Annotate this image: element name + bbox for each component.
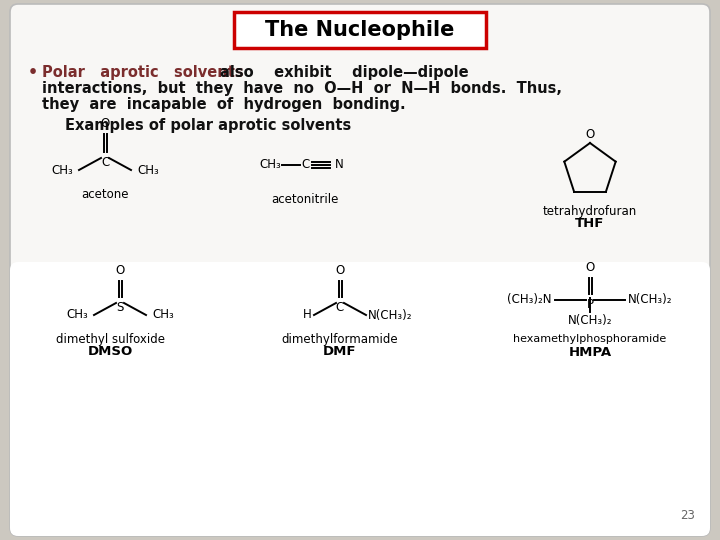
Text: dimethylformamide: dimethylformamide: [282, 333, 398, 346]
Text: THF: THF: [575, 217, 605, 230]
Text: CH₃: CH₃: [137, 164, 158, 177]
Text: acetonitrile: acetonitrile: [271, 193, 338, 206]
Text: N(CH₃)₂: N(CH₃)₂: [568, 314, 612, 327]
Text: CH₃: CH₃: [259, 159, 281, 172]
Text: O: O: [336, 264, 345, 277]
Text: N(CH₃)₂: N(CH₃)₂: [628, 294, 672, 307]
Text: hexamethylphosphoramide: hexamethylphosphoramide: [513, 334, 667, 344]
Text: also    exhibit    dipole—dipole: also exhibit dipole—dipole: [220, 65, 469, 80]
Text: S: S: [117, 301, 124, 314]
Text: C: C: [101, 156, 109, 169]
Text: O: O: [585, 261, 595, 274]
Text: The Nucleophile: The Nucleophile: [265, 20, 455, 40]
Text: DMF: DMF: [323, 345, 356, 358]
Text: N(CH₃)₂: N(CH₃)₂: [368, 308, 413, 321]
Text: dimethyl sulfoxide: dimethyl sulfoxide: [55, 333, 164, 346]
Text: CH₃: CH₃: [66, 308, 88, 321]
Text: DMSO: DMSO: [87, 345, 132, 358]
Text: interactions,  but  they  have  no  O—H  or  N—H  bonds.  Thus,: interactions, but they have no O—H or N—…: [42, 81, 562, 96]
Text: Examples of polar aprotic solvents: Examples of polar aprotic solvents: [65, 118, 351, 133]
Bar: [234, 12, 486, 48]
Text: they  are  incapable  of  hydrogen  bonding.: they are incapable of hydrogen bonding.: [42, 97, 405, 112]
Text: P: P: [587, 298, 593, 311]
Text: C: C: [301, 158, 309, 171]
Text: C: C: [336, 301, 344, 314]
Text: CH₃: CH₃: [51, 164, 73, 177]
Text: Polar   aprotic   solvents: Polar aprotic solvents: [42, 65, 243, 80]
Bar: [18, 278, 702, 528]
FancyBboxPatch shape: [10, 262, 710, 536]
Text: CH₃: CH₃: [152, 308, 174, 321]
Text: tetrahydrofuran: tetrahydrofuran: [543, 205, 637, 218]
Text: N: N: [335, 159, 343, 172]
Text: acetone: acetone: [81, 188, 129, 201]
Text: 23: 23: [680, 509, 695, 522]
Text: (CH₃)₂N: (CH₃)₂N: [508, 294, 552, 307]
FancyBboxPatch shape: [10, 4, 710, 536]
Text: •: •: [28, 65, 38, 80]
Text: O: O: [585, 128, 595, 141]
Text: O: O: [115, 264, 125, 277]
Text: HMPA: HMPA: [568, 346, 611, 359]
Text: H: H: [303, 308, 312, 321]
Text: O: O: [100, 117, 109, 130]
